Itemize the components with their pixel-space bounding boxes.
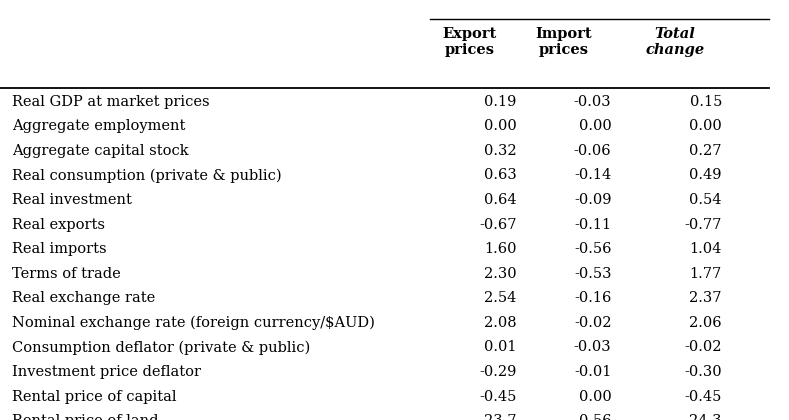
Text: 0.54: 0.54 xyxy=(690,193,722,207)
Text: Real exchange rate: Real exchange rate xyxy=(12,291,155,305)
Text: -0.06: -0.06 xyxy=(574,144,611,158)
Text: 1.04: 1.04 xyxy=(690,242,722,256)
Text: Rental price of land: Rental price of land xyxy=(12,414,159,420)
Text: -0.77: -0.77 xyxy=(685,218,722,231)
Text: 1.60: 1.60 xyxy=(484,242,517,256)
Text: -0.16: -0.16 xyxy=(574,291,611,305)
Text: 0.27: 0.27 xyxy=(690,144,722,158)
Text: 0.00: 0.00 xyxy=(578,119,611,133)
Text: 2.54: 2.54 xyxy=(484,291,517,305)
Text: Export
prices: Export prices xyxy=(443,27,496,58)
Text: 0.00: 0.00 xyxy=(484,119,517,133)
Text: 0.01: 0.01 xyxy=(484,341,517,354)
Text: -0.02: -0.02 xyxy=(574,316,611,330)
Text: Rental price of capital: Rental price of capital xyxy=(12,390,176,404)
Text: -0.03: -0.03 xyxy=(574,95,611,109)
Text: -0.56: -0.56 xyxy=(574,242,611,256)
Text: -0.02: -0.02 xyxy=(684,341,722,354)
Text: 2.06: 2.06 xyxy=(690,316,722,330)
Text: Real exports: Real exports xyxy=(12,218,105,231)
Text: 0.56: 0.56 xyxy=(579,414,611,420)
Text: 0.00: 0.00 xyxy=(689,119,722,133)
Text: 0.49: 0.49 xyxy=(690,168,722,182)
Text: 0.64: 0.64 xyxy=(484,193,517,207)
Text: Nominal exchange rate (foreign currency/$AUD): Nominal exchange rate (foreign currency/… xyxy=(12,316,375,330)
Text: -0.30: -0.30 xyxy=(684,365,722,379)
Text: 1.77: 1.77 xyxy=(690,267,722,281)
Text: Import
prices: Import prices xyxy=(536,27,593,58)
Text: Terms of trade: Terms of trade xyxy=(12,267,121,281)
Text: Real imports: Real imports xyxy=(12,242,107,256)
Text: -0.01: -0.01 xyxy=(574,365,611,379)
Text: -0.45: -0.45 xyxy=(480,390,517,404)
Text: -0.03: -0.03 xyxy=(574,341,611,354)
Text: -0.45: -0.45 xyxy=(685,390,722,404)
Text: 2.08: 2.08 xyxy=(484,316,517,330)
Text: -0.11: -0.11 xyxy=(574,218,611,231)
Text: Consumption deflator (private & public): Consumption deflator (private & public) xyxy=(12,340,310,354)
Text: Real investment: Real investment xyxy=(12,193,132,207)
Text: -0.53: -0.53 xyxy=(574,267,611,281)
Text: 23.7: 23.7 xyxy=(484,414,517,420)
Text: Real GDP at market prices: Real GDP at market prices xyxy=(12,95,209,109)
Text: Aggregate capital stock: Aggregate capital stock xyxy=(12,144,189,158)
Text: -0.14: -0.14 xyxy=(574,168,611,182)
Text: Total
change: Total change xyxy=(645,27,704,58)
Text: 0.63: 0.63 xyxy=(484,168,517,182)
Text: -0.67: -0.67 xyxy=(479,218,517,231)
Text: 0.15: 0.15 xyxy=(690,95,722,109)
Text: 0.00: 0.00 xyxy=(578,390,611,404)
Text: Real consumption (private & public): Real consumption (private & public) xyxy=(12,168,282,183)
Text: 0.32: 0.32 xyxy=(484,144,517,158)
Text: -0.29: -0.29 xyxy=(480,365,517,379)
Text: 2.37: 2.37 xyxy=(690,291,722,305)
Text: 0.19: 0.19 xyxy=(484,95,517,109)
Text: -0.09: -0.09 xyxy=(574,193,611,207)
Text: Aggregate employment: Aggregate employment xyxy=(12,119,185,133)
Text: 24.3: 24.3 xyxy=(690,414,722,420)
Text: Investment price deflator: Investment price deflator xyxy=(12,365,201,379)
Text: 2.30: 2.30 xyxy=(484,267,517,281)
